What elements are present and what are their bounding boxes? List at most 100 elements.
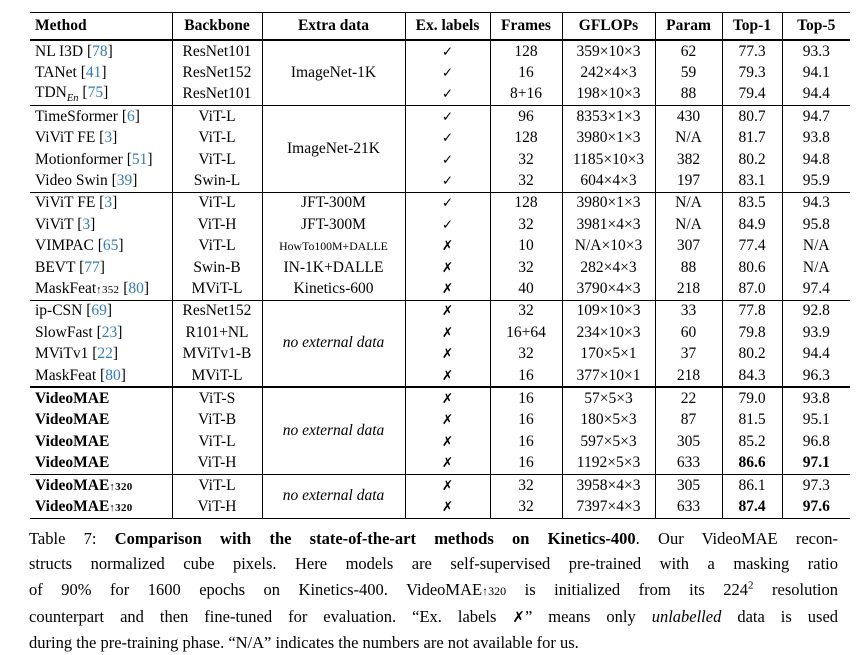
cell-backbone: ViT-L [172, 105, 263, 128]
citation-link[interactable]: 3 [104, 129, 113, 147]
method-name: MaskFeat↑352 [35, 279, 120, 297]
cell-top5: 94.1 [802, 64, 830, 82]
table-caption: Table 7: Comparison with the state-of-th… [29, 526, 838, 655]
table-row: VideoMAE ViT-L ✗ 16 597×5×3 305 85.2 96.8 [30, 431, 850, 453]
cell-method: Motionformer [51] [30, 148, 173, 171]
cell-gflops: 377×10×1 [562, 364, 656, 388]
cell-method: VideoMAE [30, 431, 173, 453]
cell-gflops: 180×5×3 [562, 409, 656, 432]
method-name: MaskFeat [35, 366, 97, 384]
cell-frames: 128 [490, 191, 563, 215]
comparison-table-container: Method Backbone Extra data Ex. labels Fr… [30, 12, 850, 519]
cell-backbone: ViT-H [172, 496, 263, 519]
cell-backbone: MViT-L [172, 364, 263, 388]
cell-top1: 83.5 [722, 191, 783, 215]
cell-ex-labels: ✓ [405, 62, 491, 84]
table-row: BEVT [77] Swin-B IN-1K+DALLE ✗ 32 282×4×3 88 80… [30, 256, 850, 279]
cell-top5: 95.8 [802, 215, 830, 233]
citation-link[interactable]: 23 [101, 323, 118, 341]
citation-link[interactable]: 77 [84, 258, 100, 276]
table-row: ip-CSN [69] ResNet152 no external data ✗ 32 1… [30, 299, 850, 388]
caption-text: counterpart and then fine-tuned for eval… [29, 606, 513, 626]
cell-frames: 128 [490, 127, 563, 149]
cell-method: TDNEn [75] [30, 83, 173, 106]
cell-ex-labels: ✓ [405, 148, 491, 171]
citation-link[interactable]: 3 [82, 215, 91, 233]
method-name: VideoMAE↑320 [35, 476, 133, 494]
cell-param: N/A [655, 191, 723, 215]
table-row: Video Swin [39] Swin-L ✓ 32 604×4×3 197 83.1 95… [30, 170, 850, 193]
cell-ex-labels: ✗ [405, 322, 491, 344]
citation-link[interactable]: 39 [116, 172, 133, 190]
cell-method: VideoMAE↑320 [30, 473, 173, 497]
column-header-param: Param [655, 12, 723, 41]
caption-text: structs normalized cube pixels. Here mod… [29, 554, 838, 574]
citation-link[interactable]: 22 [97, 345, 113, 363]
citation-link[interactable]: 69 [91, 302, 107, 320]
method-name: Video Swin [35, 172, 108, 190]
cell-method: SlowFast [23] [30, 322, 173, 344]
cell-gflops: N/A×10×3 [562, 235, 656, 257]
cell-gflops: 170×5×1 [562, 343, 656, 365]
method-name: VideoMAE [35, 411, 110, 429]
cell-top1: 81.7 [722, 127, 783, 149]
cross-mark-icon: ✗ [441, 412, 454, 429]
citation-link[interactable]: 6 [127, 107, 135, 125]
method-name: NL I3D [35, 42, 84, 60]
citation-link[interactable]: 78 [92, 42, 108, 60]
cell-top1: 85.2 [722, 431, 783, 453]
caption-line-2: structs normalized cube pixels. Here mod… [29, 551, 838, 576]
citation-link[interactable]: 51 [131, 150, 148, 168]
cell-top1: 77.4 [722, 235, 783, 257]
cell-ex-labels: ✗ [405, 452, 491, 475]
cell-ex-labels: ✗ [405, 278, 491, 301]
method-name: SlowFast [35, 323, 93, 341]
cell-top5: 93.9 [802, 323, 830, 341]
method-name: VideoMAE↑320 [35, 497, 133, 515]
cell-top5: 97.4 [802, 279, 830, 297]
citation-link[interactable]: 65 [102, 237, 119, 255]
cell-frames: 32 [490, 496, 563, 519]
cell-method: VideoMAE [30, 452, 173, 475]
cell-param: 305 [655, 431, 723, 453]
cell-method: MViTv1 [22] [30, 343, 173, 365]
cell-param: 430 [655, 105, 723, 128]
cell-top1: 81.5 [722, 409, 783, 432]
method-name: ip-CSN [35, 302, 83, 320]
citation-link[interactable]: 75 [87, 84, 104, 102]
cell-top1: 79.0 [722, 386, 783, 410]
cell-frames: 32 [490, 473, 563, 497]
table-row: TDNEn [75] ResNet101 ✓ 8+16 198×10×3 88 79.4 94… [30, 83, 850, 106]
citation-link[interactable]: 80 [105, 366, 121, 384]
caption-text: of 90% for 1600 epochs on Kinetics-400. … [29, 579, 483, 599]
cell-top1: 80.6 [722, 256, 783, 279]
cell-ex-labels: ✓ [405, 40, 491, 63]
caption-line-3: of 90% for 1600 epochs on Kinetics-400. … [29, 577, 838, 604]
method-name: ViViT FE [35, 129, 96, 147]
citation-link[interactable]: 80 [128, 279, 144, 297]
cross-mark-icon: ✗ [441, 498, 454, 515]
caption-text: Table 7: [29, 529, 115, 548]
check-mark-icon: ✓ [441, 43, 454, 60]
cell-top1: 84.3 [722, 364, 783, 388]
citation-link[interactable]: 41 [85, 64, 102, 82]
cell-top5: N/A [802, 258, 830, 276]
column-header-backbone: Backbone [172, 12, 263, 41]
table-row: ViViT FE [3] ViT-L JFT-300M ✓ 128 3980×1×3 N/A… [30, 191, 850, 215]
cell-ex-labels: ✗ [405, 386, 491, 410]
cross-mark-icon: ✗ [441, 477, 454, 494]
cell-frames: 10 [490, 235, 563, 257]
cell-gflops: 8353×1×3 [562, 105, 656, 128]
cross-mark-icon: ✗ [441, 303, 454, 320]
cell-top1: 87.0 [722, 278, 783, 301]
method-riser: ↑320 [109, 480, 133, 493]
cell-extra-data: no external data [262, 473, 406, 519]
column-header-frames: Frames [490, 12, 563, 41]
citation-link[interactable]: 3 [104, 194, 113, 212]
caption-superscript-2: 2 [748, 579, 754, 592]
cell-top1: 83.1 [722, 170, 783, 193]
cell-param: 633 [655, 452, 723, 475]
cell-param: N/A [655, 127, 723, 149]
cell-backbone: ResNet152 [172, 299, 263, 323]
table-row: VideoMAE↑320 ViT-L no external data ✗ 32 3958… [30, 473, 850, 519]
